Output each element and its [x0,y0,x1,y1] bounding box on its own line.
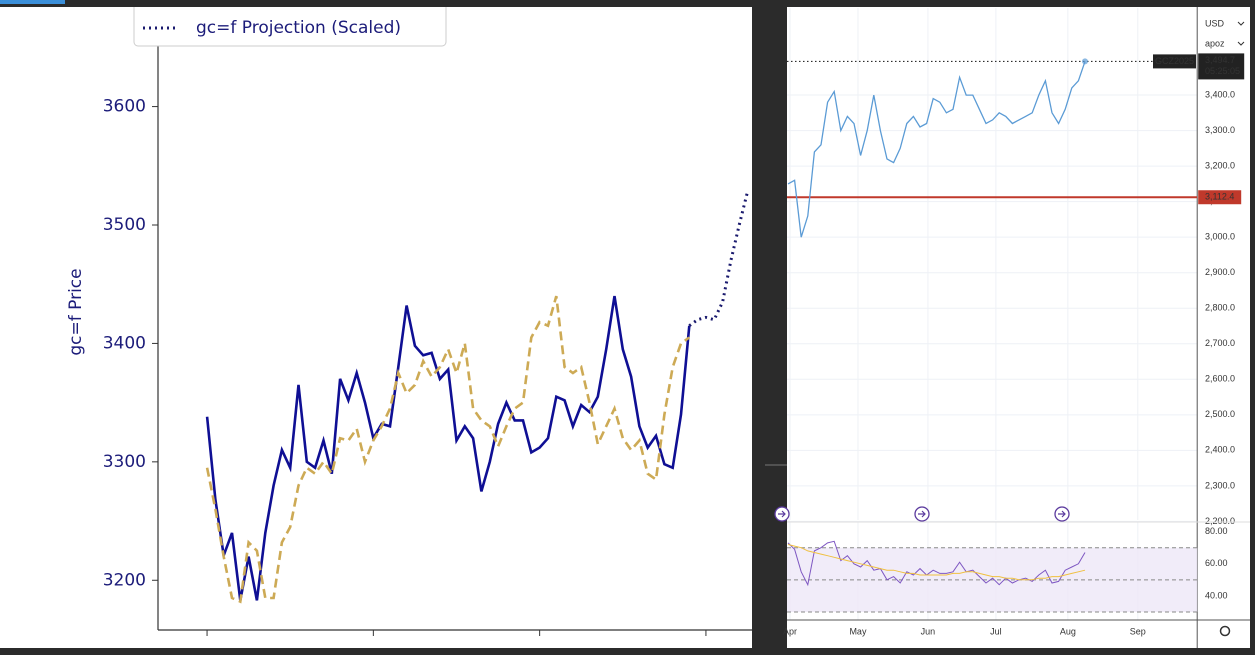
x-tick-label: 40 [529,646,551,655]
last-price-label: 3,494.7 [1205,55,1235,65]
currency[interactable]: USD [1205,18,1225,28]
event-arrow [778,510,786,518]
symbol-label: GCZ2025 [1155,56,1194,66]
y-tick-label: 2,700.0 [1205,338,1235,348]
series-line [688,191,749,327]
y-tick-label: 2,500.0 [1205,409,1235,419]
series-line [787,544,1086,581]
y-tick-label: 2,600.0 [1205,374,1235,384]
y-tick-label: 3,300.0 [1205,125,1235,135]
y-tick-label: 2,200.0 [1205,516,1235,526]
price-badge [1198,53,1245,80]
tab-indicator [0,0,65,4]
indicator-tick-label: 40.00 [1205,590,1228,600]
event-arrow [918,510,926,518]
x-tick-label: Jun [921,626,936,636]
x-tick-label: 0 [202,646,213,655]
y-tick-label: 3200 [103,570,146,590]
y-tick-label: 2,300.0 [1205,480,1235,490]
last-point [1082,58,1088,65]
series-line [205,295,691,601]
x-tick-label: Sep [1130,626,1146,636]
series-line [787,540,1086,587]
y-tick-label: 3300 [103,452,146,472]
event-arrow [1058,510,1066,518]
legend-box [133,7,447,47]
x-tick-label: May [849,626,867,636]
level-label-bg [1198,190,1242,205]
x-tick-label: Aug [1060,626,1076,636]
x-tick-label: Jul [990,626,1002,636]
symbol-badge [1153,54,1196,69]
left-chart: 3200 3300 3400 3500 3600 0 20 40 60 gc=f Price gc=… [66,7,752,655]
series-line [205,295,691,604]
settings-icon[interactable] [1219,625,1231,637]
y-tick-label: 2,400.0 [1205,445,1235,455]
x-tick-label: 60 [695,646,717,655]
right-panel [787,7,1250,648]
indicator-tick-label: 60.00 [1205,558,1228,568]
chevron [1237,41,1245,46]
right-chart: Apr May Jun Jul Aug Sep 2,200.0 2,300.0 2,400.0 2… [774,7,1250,648]
y-tick-label: 3600 [103,97,146,117]
chevron [1237,21,1245,26]
y-tick-label: 2,800.0 [1205,303,1235,313]
y-tick-label: 2,900.0 [1205,267,1235,277]
level-label: 3,112.4 [1205,192,1234,202]
y-tick-label: 3400 [103,333,146,353]
x-tick-label: Apr [783,626,797,636]
indicator-tick-label: 80.00 [1205,526,1228,536]
series-line [787,61,1086,238]
y-tick-label: 3500 [103,215,146,235]
legend-label: gc=f Projection (Scaled) [196,18,401,38]
y-axis-label: gc=f Price [66,268,86,355]
y-tick-label: 3,400.0 [1205,89,1235,99]
y-tick-label: 3,000.0 [1205,232,1235,242]
left-panel [0,7,752,648]
x-tick-label: 20 [363,646,385,655]
countdown-label: 05:25:05 [1205,66,1240,76]
y-tick-label: 3,200.0 [1205,160,1235,170]
menu-label[interactable]: apoz [1205,38,1225,48]
